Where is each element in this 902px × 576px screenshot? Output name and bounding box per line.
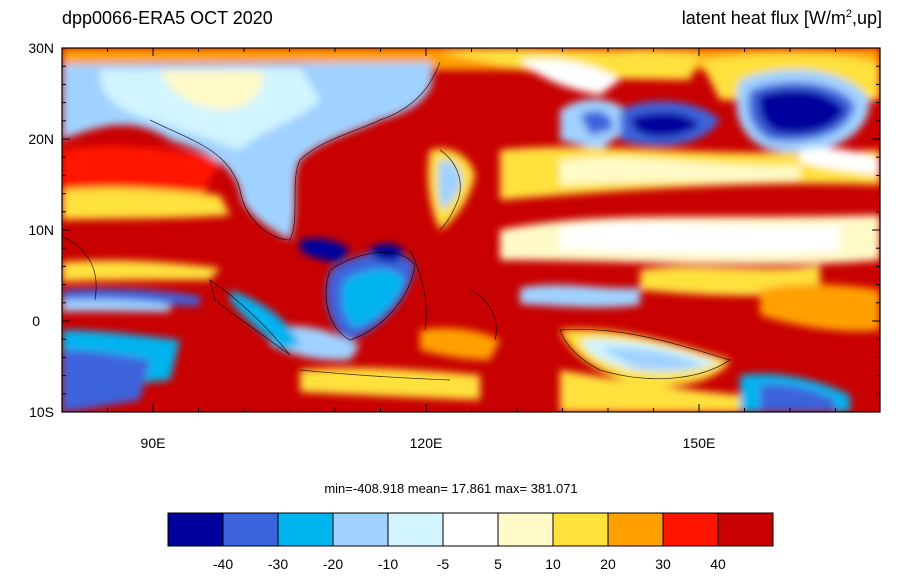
colorbar-boxes [167,512,774,547]
field-statistics: min=-408.918 mean= 17.861 max= 381.071 [324,481,578,496]
lon-label-120e: 120E [410,435,443,451]
lon-label-150e: 150E [683,435,716,451]
lat-label-10n: 10N [28,222,54,238]
colorbar-box [662,512,719,547]
colorbar-label: 30 [655,556,671,572]
colorbar-label: -20 [323,556,343,572]
lon-label-90e: 90E [141,435,166,451]
colorbar-label: -40 [213,556,233,572]
colorbar-label: -10 [378,556,398,572]
colorbar-box [387,512,444,547]
colorbar-box [277,512,334,547]
lat-label-eq: 0 [32,313,40,329]
colorbar-label: 5 [494,556,502,572]
plot-title-left: dpp0066-ERA5 OCT 2020 [62,8,273,28]
colorbar-label: 10 [545,556,561,572]
latent-heat-flux-map: 30N 20N 10N 0 10S 90E 120E 150E [28,40,881,451]
colorbar-labels: -40 -30 -20 -10 -5 5 10 20 30 40 [213,556,726,572]
colorbar-box [167,512,224,547]
lat-label-10s: 10S [29,404,54,420]
colorbar-label: -5 [437,556,450,572]
colorbar-label: 20 [600,556,616,572]
colorbar-box [717,512,774,547]
colorbar-box [332,512,389,547]
colorbar-label: -30 [268,556,288,572]
colorbar-box [607,512,664,547]
coastline [62,61,731,381]
colorbar-box [497,512,554,547]
colorbar-label: 40 [710,556,726,572]
colorbar-box [222,512,279,547]
plot-title-right: latent heat flux [W/m2,up] [681,8,882,28]
lat-label-20n: 20N [28,131,54,147]
map-ticks [61,47,880,413]
colorbar-box [552,512,609,547]
colorbar-box [442,512,499,547]
map-field [62,48,880,412]
lat-label-30n: 30N [28,40,54,56]
